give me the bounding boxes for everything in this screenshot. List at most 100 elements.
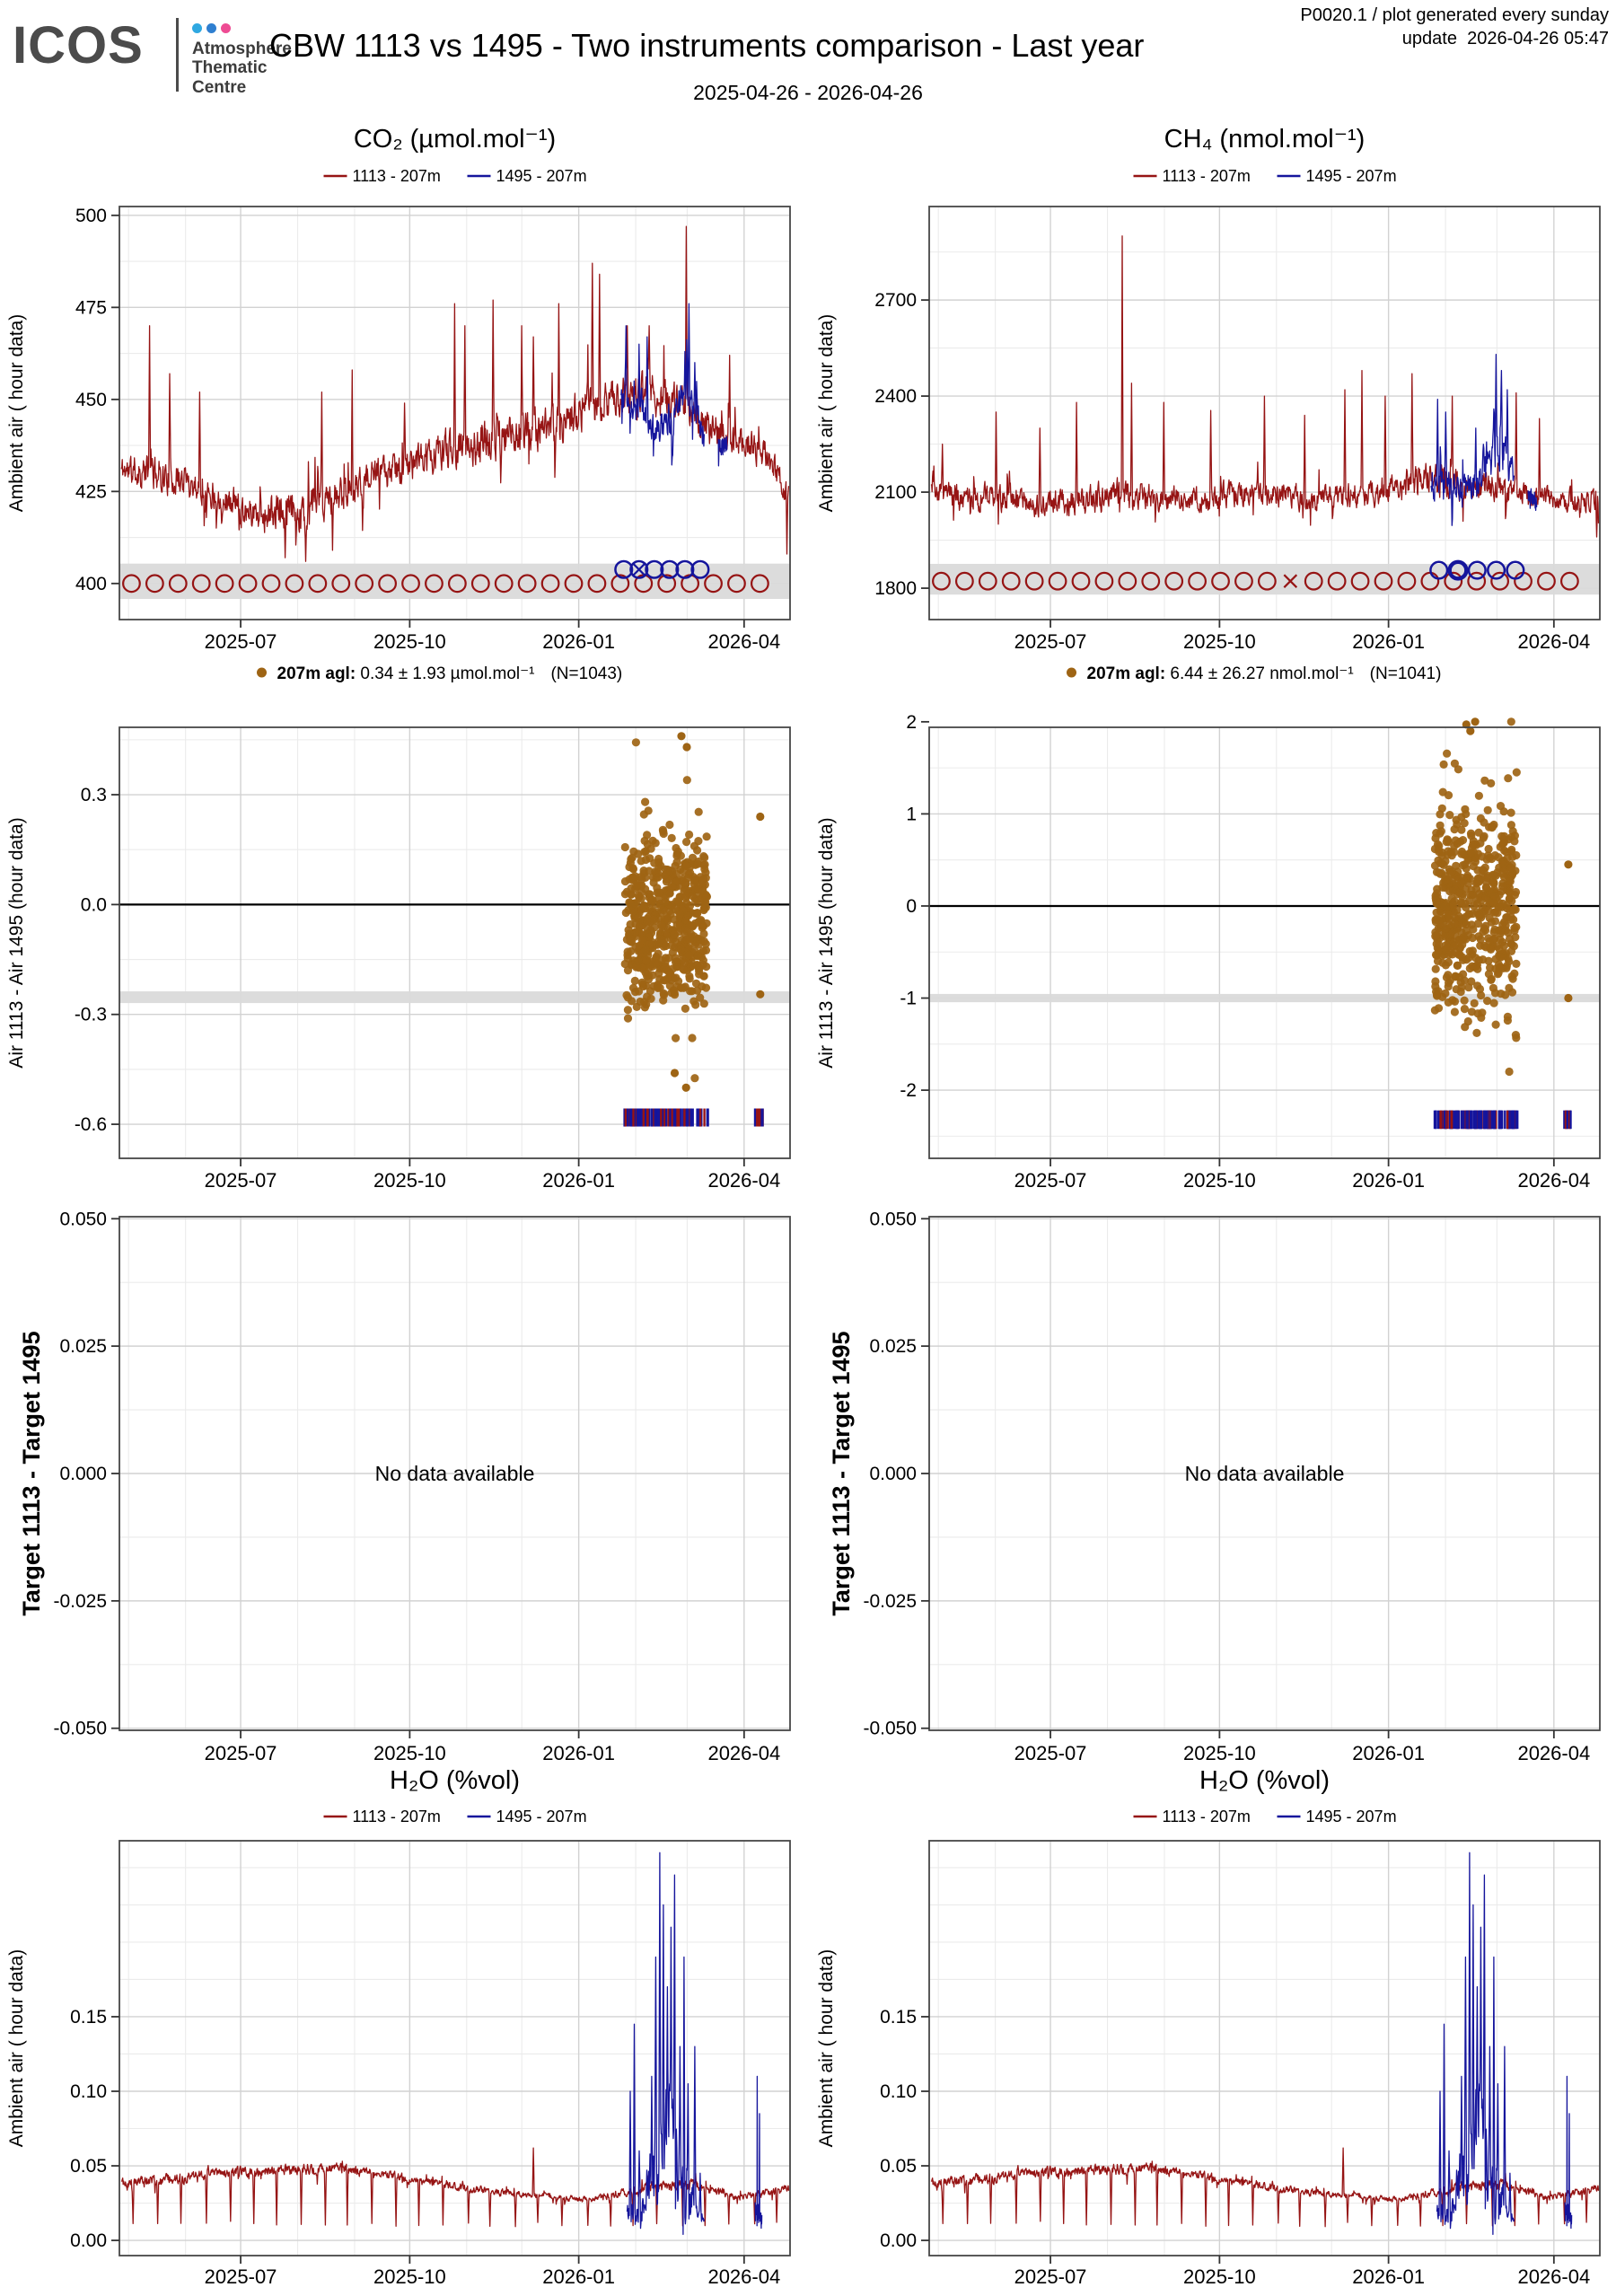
series-line-1113-207m bbox=[120, 225, 790, 562]
scatter-point bbox=[1438, 883, 1447, 893]
scatter-point bbox=[1473, 849, 1482, 858]
x-tick-label: 2025-10 bbox=[373, 1169, 446, 1192]
scatter-point bbox=[1430, 844, 1439, 854]
legend-label-1495: 1495 - 207m bbox=[496, 167, 587, 185]
y-tick-label: 0 bbox=[906, 896, 917, 917]
scatter-point bbox=[1467, 977, 1476, 986]
chart-title: H₂O (%vol) bbox=[1199, 1766, 1330, 1795]
rug-tick-main bbox=[633, 1108, 637, 1127]
y-tick-label: -0.025 bbox=[53, 1591, 107, 1612]
scatter-point bbox=[1450, 848, 1459, 857]
scatter-point bbox=[698, 956, 708, 965]
flag-circle-red bbox=[1048, 571, 1067, 591]
scatter-point bbox=[1469, 840, 1478, 849]
scatter-point bbox=[694, 807, 703, 816]
scatter-point bbox=[657, 955, 667, 964]
scatter-point bbox=[1486, 963, 1495, 972]
dot-pink-icon bbox=[221, 23, 231, 33]
scatter-point bbox=[689, 876, 699, 885]
legend-label-1113: 1113 - 207m bbox=[1163, 1808, 1251, 1825]
scatter-point bbox=[1467, 849, 1476, 858]
panel-co2-ambient: 400 425 450 475 500 2025-07 2025-10 2026-01 2026… bbox=[6, 125, 791, 683]
scatter-point bbox=[1484, 956, 1493, 965]
chart-title: CO₂ (µmol.mol⁻¹) bbox=[354, 125, 556, 154]
rug-tick-main bbox=[706, 1108, 708, 1127]
rug-tick-main bbox=[1507, 1110, 1510, 1130]
y-tick-label: 0.10 bbox=[70, 2081, 107, 2102]
panel-co2-target: No data available 0.050 0.025 0.000 -0.025 -0… bbox=[18, 1209, 791, 1764]
x-tick-label: 2026-01 bbox=[1352, 630, 1425, 653]
flag-circle-red bbox=[727, 574, 746, 594]
scatter-point bbox=[1480, 926, 1490, 935]
scatter-point bbox=[1474, 875, 1483, 884]
scatter-point bbox=[1431, 918, 1440, 927]
flag-circle-red bbox=[954, 571, 974, 591]
rug-tick-main bbox=[639, 1108, 642, 1127]
scatter-point bbox=[1468, 946, 1477, 955]
chart-title: H₂O (%vol) bbox=[390, 1766, 520, 1795]
scatter-point bbox=[1457, 813, 1466, 822]
org-line-3: Centre bbox=[192, 77, 247, 97]
rug-tick-main bbox=[623, 1108, 626, 1127]
scatter-point bbox=[1444, 982, 1453, 991]
scatter-point bbox=[631, 963, 641, 972]
x-tick-label: 2026-04 bbox=[707, 1742, 780, 1764]
scatter-point bbox=[1503, 854, 1512, 863]
scatter-point bbox=[657, 935, 666, 944]
org-line-1: Atmosphere bbox=[192, 40, 292, 58]
scatter-point bbox=[1458, 836, 1468, 845]
flag-circle-red bbox=[1537, 571, 1556, 591]
scatter-point bbox=[1489, 935, 1498, 944]
gridlines bbox=[929, 1217, 1600, 1730]
x-tick-label: 2026-01 bbox=[542, 1742, 615, 1764]
stats-value: 0.34 ± 1.93 µmol.mol⁻¹ bbox=[356, 664, 534, 683]
scatter-point bbox=[1461, 884, 1471, 893]
scatter-point bbox=[1499, 941, 1509, 950]
x-tick-label: 2026-04 bbox=[707, 630, 780, 653]
rug-tick-main bbox=[1506, 1110, 1509, 1130]
no-data-message: No data available bbox=[1185, 1462, 1345, 1485]
rug-tick-main bbox=[640, 1108, 644, 1127]
scatter-point bbox=[659, 827, 668, 836]
scatter-point bbox=[656, 902, 665, 910]
no-data-message: No data available bbox=[375, 1462, 535, 1485]
scatter-point bbox=[1450, 919, 1459, 928]
scatter-point bbox=[1506, 888, 1515, 897]
scatter-outlier bbox=[677, 732, 686, 741]
rug-tick-main bbox=[1495, 1110, 1497, 1130]
y-tick-label: 425 bbox=[75, 481, 107, 502]
scatter-point bbox=[693, 846, 702, 855]
flag-circle-blue bbox=[1506, 560, 1525, 580]
stats-text: 207m agl: 0.34 ± 1.93 µmol.mol⁻¹ (N=1043) bbox=[277, 664, 623, 683]
scatter-point bbox=[666, 866, 675, 875]
panel-border bbox=[119, 206, 791, 620]
scatter-point bbox=[685, 935, 694, 944]
y-tick-label: 1 bbox=[906, 804, 917, 824]
rug-tick-extra bbox=[760, 1108, 763, 1127]
flag-circle-red bbox=[1559, 571, 1579, 591]
scatter-point bbox=[634, 956, 643, 965]
scatter-point bbox=[696, 917, 706, 926]
scatter-point bbox=[1510, 924, 1519, 933]
rug-tick-extra bbox=[1569, 1110, 1572, 1130]
flag-circle-red bbox=[1164, 571, 1184, 591]
y-tick-label: 0.05 bbox=[880, 2156, 917, 2177]
scatter-point bbox=[641, 946, 650, 954]
scatter-point bbox=[1471, 954, 1480, 963]
scatter-point bbox=[1445, 811, 1454, 820]
scatter-point bbox=[623, 1014, 633, 1023]
x-tick-label: 2026-04 bbox=[1517, 2265, 1590, 2288]
scatter-point bbox=[628, 865, 638, 874]
scatter-point bbox=[1470, 998, 1479, 1007]
scatter-point bbox=[1439, 860, 1448, 870]
flag-circle-red bbox=[331, 574, 351, 594]
rug-tick-main bbox=[1460, 1110, 1463, 1130]
series-line-1495-207mb bbox=[1564, 2075, 1573, 2230]
scatter-point bbox=[1467, 831, 1476, 840]
scatter-point bbox=[663, 973, 672, 982]
flag-circle-blue bbox=[675, 559, 695, 579]
scatter-point bbox=[1484, 906, 1493, 916]
scatter-point bbox=[648, 971, 657, 980]
scatter-point bbox=[663, 875, 672, 884]
